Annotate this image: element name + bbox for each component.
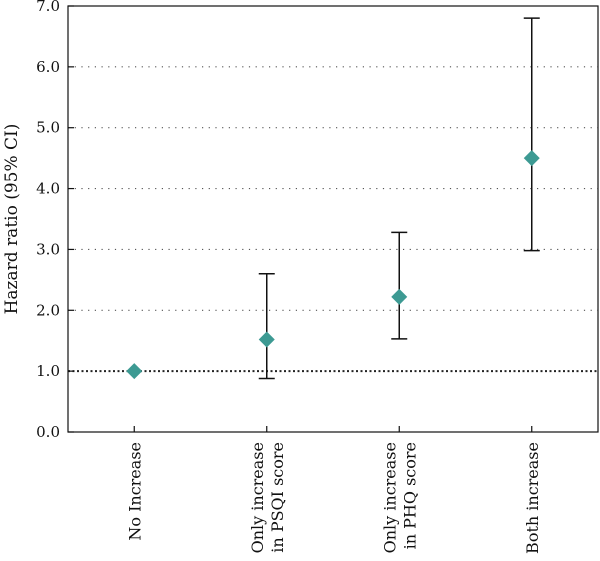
point-markers <box>126 150 540 380</box>
category-label: Only increase <box>248 442 267 553</box>
error-bar <box>258 273 275 380</box>
gridlines <box>68 66 598 373</box>
point-marker <box>523 150 540 167</box>
point-marker <box>391 288 408 305</box>
category-label: No Increase <box>125 442 144 541</box>
category-label: Both increase <box>523 442 542 554</box>
point-marker <box>126 363 143 380</box>
y-tick-label: 4.0 <box>36 180 60 198</box>
error-bar <box>391 231 408 340</box>
category-label: Only increase <box>380 442 399 553</box>
error-bars <box>258 17 540 380</box>
labels: 0.0 1.0 2.0 3.0 4.0 5.0 6.0 7.0 Hazard ratio (95… <box>2 0 542 554</box>
axes <box>67 5 599 433</box>
y-axis-title: Hazard ratio (95% CI) <box>2 124 22 315</box>
point-marker <box>258 331 275 348</box>
y-tick-label: 2.0 <box>36 301 60 319</box>
plot-frame <box>67 5 599 433</box>
y-tick-label: 1.0 <box>36 362 60 380</box>
error-bar <box>523 17 540 252</box>
y-tick-label: 6.0 <box>36 58 60 76</box>
y-tick-label: 7.0 <box>36 0 60 15</box>
y-tick-label: 0.0 <box>36 423 60 441</box>
category-label: in PSQI score <box>268 442 287 553</box>
category-label: in PHQ score <box>400 442 419 549</box>
y-tick-label: 3.0 <box>36 240 60 258</box>
y-tick-label: 5.0 <box>36 119 60 137</box>
